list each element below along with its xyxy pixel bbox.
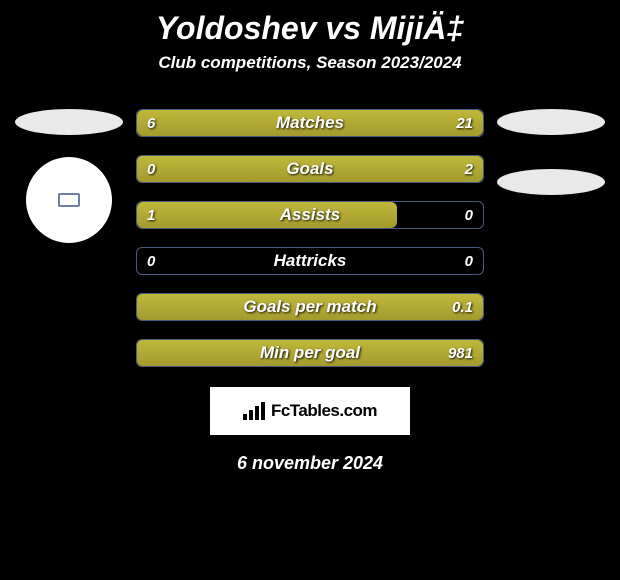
stat-right-value: 981 xyxy=(448,340,473,366)
avatar-placeholder-icon xyxy=(58,193,80,207)
footer-date: 6 november 2024 xyxy=(237,453,383,474)
comparison-row: 6Matches210Goals21Assists00Hattricks0Goa… xyxy=(0,109,620,367)
left-player-col xyxy=(14,109,124,243)
stat-right-value: 0 xyxy=(465,248,473,274)
logo-text: FcTables.com xyxy=(271,401,377,421)
stat-bar: 0Hattricks0 xyxy=(136,247,484,275)
stat-right-value: 0.1 xyxy=(452,294,473,320)
stat-label: Goals xyxy=(137,156,483,182)
logo-bars-icon xyxy=(243,402,265,420)
stats-column: 6Matches210Goals21Assists00Hattricks0Goa… xyxy=(136,109,484,367)
stat-bar: 1Assists0 xyxy=(136,201,484,229)
stat-label: Min per goal xyxy=(137,340,483,366)
right-ellipse-1 xyxy=(497,109,605,135)
left-avatar xyxy=(26,157,112,243)
right-ellipse-2 xyxy=(497,169,605,195)
fctables-logo: FcTables.com xyxy=(210,387,410,435)
stat-bar: 6Matches21 xyxy=(136,109,484,137)
stat-label: Matches xyxy=(137,110,483,136)
stat-right-value: 0 xyxy=(465,202,473,228)
right-player-col xyxy=(496,109,606,195)
page-subtitle: Club competitions, Season 2023/2024 xyxy=(158,53,461,73)
stat-label: Hattricks xyxy=(137,248,483,274)
stat-right-value: 21 xyxy=(456,110,473,136)
stat-bar: Goals per match0.1 xyxy=(136,293,484,321)
stat-right-value: 2 xyxy=(465,156,473,182)
page-title: Yoldoshev vs MijiÄ‡ xyxy=(156,10,464,47)
stat-label: Assists xyxy=(137,202,483,228)
stat-bar: 0Goals2 xyxy=(136,155,484,183)
stat-label: Goals per match xyxy=(137,294,483,320)
stat-bar: Min per goal981 xyxy=(136,339,484,367)
left-ellipse-1 xyxy=(15,109,123,135)
